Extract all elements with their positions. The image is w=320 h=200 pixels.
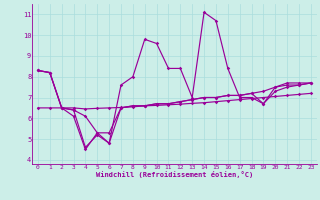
X-axis label: Windchill (Refroidissement éolien,°C): Windchill (Refroidissement éolien,°C) [96, 171, 253, 178]
